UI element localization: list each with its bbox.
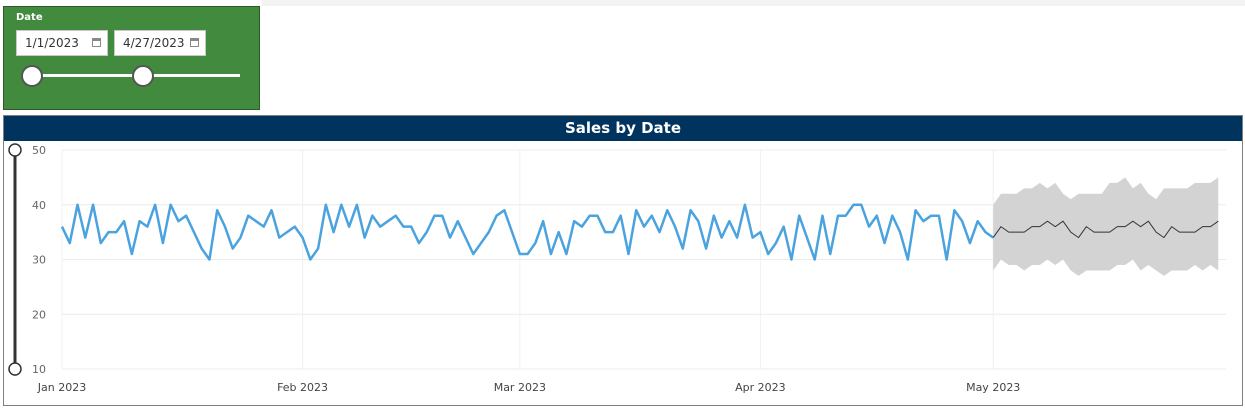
forecast-line <box>992 220 1219 239</box>
y-axis: 10 20 30 40 50 <box>32 144 46 376</box>
x-tick-label: Jan 2023 <box>37 381 86 394</box>
date-slider-end-handle[interactable] <box>132 65 154 87</box>
zoom-bottom-handle[interactable] <box>8 362 22 376</box>
sales-chart-card: Sales by Date 10 20 30 40 50 Jan 2023 Feb 202… <box>3 115 1243 406</box>
chart-title: Sales by Date <box>4 116 1242 141</box>
calendar-icon[interactable] <box>190 38 199 47</box>
zoom-top-handle[interactable] <box>8 143 22 157</box>
filter-label: Date <box>16 12 43 23</box>
top-strip <box>262 0 1245 6</box>
x-tick-label: Mar 2023 <box>494 381 546 394</box>
x-tick-label: Apr 2023 <box>735 381 786 394</box>
start-date-input[interactable]: 1/1/2023 <box>16 30 108 56</box>
y-tick-label: 30 <box>32 254 46 267</box>
x-tick-label: Feb 2023 <box>277 381 328 394</box>
gridlines <box>61 149 1226 370</box>
sales-line-chart: 10 20 30 40 50 Jan 2023 Feb 2023 Mar 2023 Apr 2… <box>8 143 1226 394</box>
y-tick-label: 20 <box>32 308 46 321</box>
x-axis: Jan 2023 Feb 2023 Mar 2023 Apr 2023 May 2023 <box>37 381 1021 394</box>
calendar-icon[interactable] <box>92 38 101 47</box>
forecast-confidence-band <box>993 177 1219 276</box>
actual-sales-line <box>60 203 994 261</box>
start-date-value: 1/1/2023 <box>25 36 79 50</box>
x-tick-label: May 2023 <box>966 381 1020 394</box>
y-tick-label: 10 <box>32 363 46 376</box>
y-tick-label: 40 <box>32 199 46 212</box>
date-slider-start-handle[interactable] <box>21 65 43 87</box>
confidence-band <box>993 177 1219 276</box>
end-date-value: 4/27/2023 <box>123 36 185 50</box>
date-filter-panel: Date 1/1/2023 4/27/2023 <box>3 6 260 110</box>
y-tick-label: 50 <box>32 144 46 157</box>
y-zoom-slider <box>8 143 22 376</box>
end-date-input[interactable]: 4/27/2023 <box>114 30 206 56</box>
series-lines <box>60 203 1219 261</box>
